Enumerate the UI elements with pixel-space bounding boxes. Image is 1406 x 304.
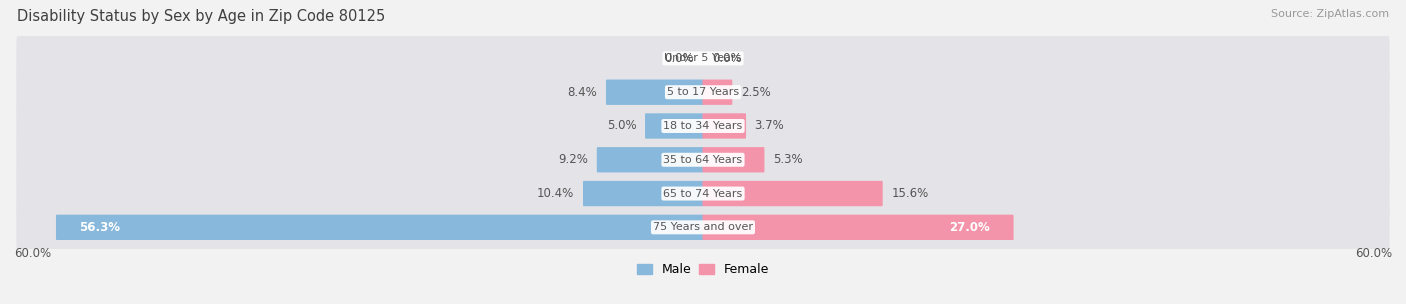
FancyBboxPatch shape [703, 215, 1014, 240]
Text: 8.4%: 8.4% [568, 86, 598, 99]
Text: 60.0%: 60.0% [1355, 247, 1392, 260]
Text: Under 5 Years: Under 5 Years [665, 54, 741, 64]
Text: 0.0%: 0.0% [713, 52, 742, 65]
Text: 10.4%: 10.4% [537, 187, 575, 200]
FancyBboxPatch shape [703, 80, 733, 105]
FancyBboxPatch shape [56, 215, 703, 240]
FancyBboxPatch shape [17, 168, 1389, 219]
FancyBboxPatch shape [703, 181, 883, 206]
FancyBboxPatch shape [17, 33, 1389, 83]
FancyBboxPatch shape [583, 181, 703, 206]
Text: 3.7%: 3.7% [755, 119, 785, 133]
FancyBboxPatch shape [17, 101, 1389, 151]
FancyBboxPatch shape [606, 80, 703, 105]
Text: 18 to 34 Years: 18 to 34 Years [664, 121, 742, 131]
FancyBboxPatch shape [703, 147, 765, 172]
FancyBboxPatch shape [645, 113, 703, 139]
Text: 27.0%: 27.0% [949, 221, 990, 234]
Text: 5.3%: 5.3% [773, 153, 803, 166]
Text: Disability Status by Sex by Age in Zip Code 80125: Disability Status by Sex by Age in Zip C… [17, 9, 385, 24]
Text: 75 Years and over: 75 Years and over [652, 222, 754, 232]
FancyBboxPatch shape [17, 135, 1389, 185]
Text: 2.5%: 2.5% [741, 86, 770, 99]
Text: 35 to 64 Years: 35 to 64 Years [664, 155, 742, 165]
Legend: Male, Female: Male, Female [631, 258, 775, 281]
Text: 5.0%: 5.0% [607, 119, 637, 133]
FancyBboxPatch shape [17, 67, 1389, 117]
Text: 0.0%: 0.0% [664, 52, 693, 65]
FancyBboxPatch shape [703, 113, 747, 139]
FancyBboxPatch shape [17, 202, 1389, 252]
Text: 15.6%: 15.6% [891, 187, 928, 200]
Text: 60.0%: 60.0% [14, 247, 51, 260]
Text: 9.2%: 9.2% [558, 153, 588, 166]
Text: 65 to 74 Years: 65 to 74 Years [664, 188, 742, 199]
FancyBboxPatch shape [596, 147, 703, 172]
Text: 5 to 17 Years: 5 to 17 Years [666, 87, 740, 97]
Text: Source: ZipAtlas.com: Source: ZipAtlas.com [1271, 9, 1389, 19]
Text: 56.3%: 56.3% [80, 221, 121, 234]
